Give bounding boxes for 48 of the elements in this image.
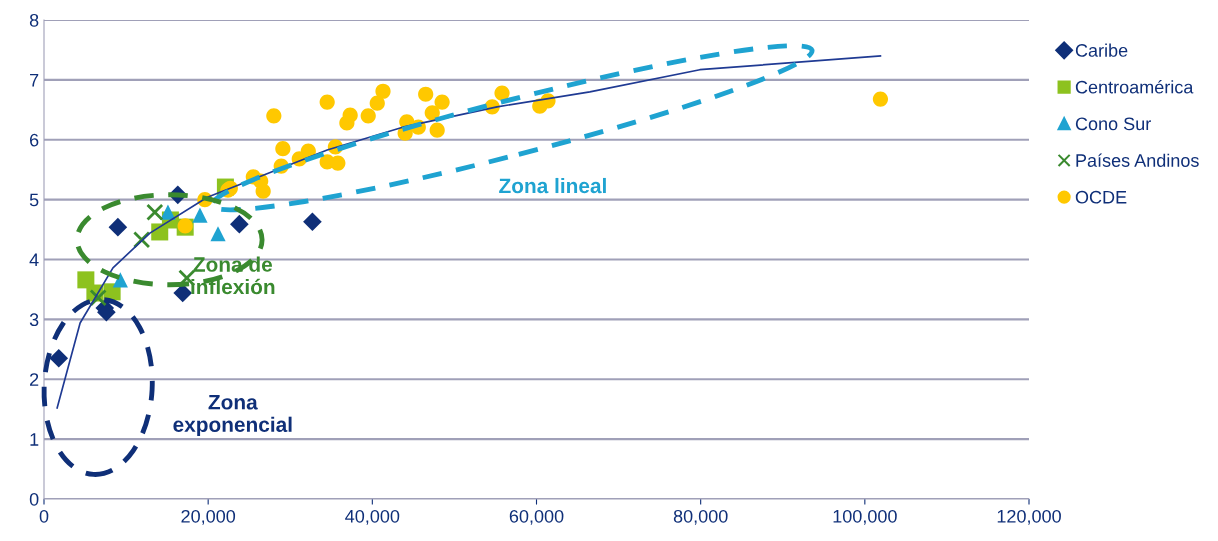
point [360, 108, 376, 124]
legend-label: Centroamérica [1075, 80, 1194, 94]
y-tick-label: 3 [29, 313, 39, 327]
point [275, 141, 291, 157]
point [146, 203, 164, 221]
x-tick-label: 0 [39, 509, 49, 523]
y-tick-label: 5 [29, 193, 39, 207]
legend-label: Caribe [1075, 43, 1128, 57]
point [424, 105, 440, 121]
point [375, 83, 391, 99]
y-tick-label: 1 [30, 433, 39, 446]
point [210, 226, 226, 242]
point [319, 94, 335, 110]
point [192, 207, 208, 223]
x-tick-label: 120,000 [997, 509, 1061, 525]
y-tick-label: 2 [30, 373, 39, 386]
point [49, 348, 69, 368]
x-tick-label: 20,000 [181, 509, 236, 525]
point [494, 85, 510, 101]
line-series [56, 55, 882, 409]
point [303, 212, 322, 232]
point [330, 155, 346, 171]
point [369, 95, 385, 111]
x-tick-label: 60,000 [509, 509, 564, 525]
x-tick-label: 80,000 [673, 509, 728, 525]
point [173, 283, 193, 303]
point [255, 183, 271, 199]
point [429, 122, 445, 138]
annotation: Zona lineal [499, 177, 606, 194]
point [418, 86, 434, 102]
annotation: Zona exponencial [173, 395, 292, 437]
annotation: Zona de inflexión [191, 256, 275, 295]
y-tick-label: 7 [30, 74, 39, 87]
x-tick-label: 100,000 [833, 509, 897, 525]
x-tick-label: 40,000 [345, 509, 400, 525]
legend-label: Cono Sur [1075, 117, 1151, 131]
y-tick-label: 6 [30, 133, 39, 147]
point [266, 108, 282, 124]
point [108, 217, 128, 237]
y-tick-label: 8 [29, 13, 39, 27]
point [342, 107, 358, 123]
legend-label: OCDE [1075, 190, 1127, 204]
point [872, 91, 889, 107]
y-tick-label: 0 [29, 492, 39, 506]
legend-label: Países Andinos [1076, 153, 1199, 167]
y-tick-label: 4 [29, 253, 39, 267]
point [434, 94, 450, 110]
point [230, 214, 249, 234]
